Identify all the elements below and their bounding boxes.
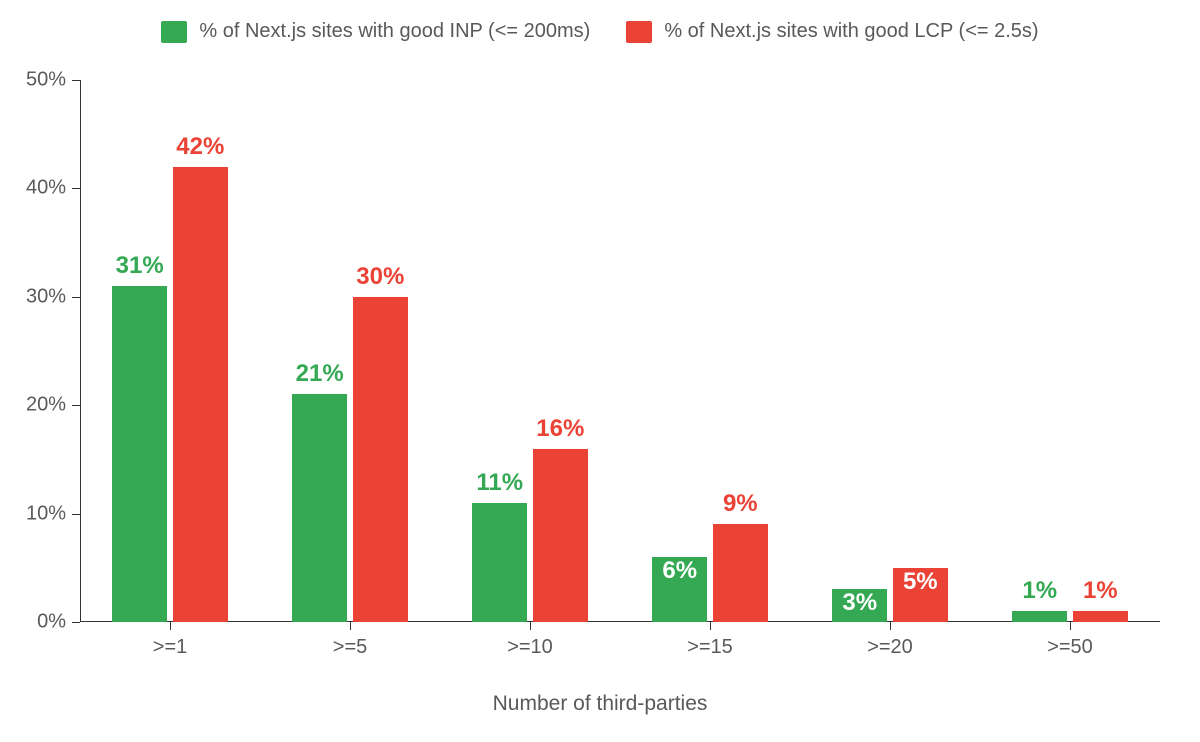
bar-inp [292,394,347,622]
y-axis-label: 50% [26,69,80,92]
bar-lcp [1073,611,1128,622]
y-axis-label: 0% [37,611,80,634]
x-axis-label: >=10 [507,622,553,659]
bar-value-label-lcp: 1% [1083,577,1118,605]
bar-value-label-inp: 3% [832,589,887,617]
y-axis-label: 20% [26,394,80,417]
bar-value-label-inp: 6% [652,557,707,585]
category-group: >=131%42% [80,80,260,622]
category-group: >=1011%16% [440,80,620,622]
y-axis-label: 30% [26,285,80,308]
legend-swatch-inp [161,21,187,43]
bar-value-label-lcp: 42% [176,133,224,161]
legend-swatch-lcp [626,21,652,43]
bar-inp [112,286,167,622]
x-axis-title: Number of third-parties [493,692,708,716]
bar-value-label-lcp: 5% [893,568,948,596]
bar-value-label-lcp: 16% [536,415,584,443]
bar-inp [472,503,527,622]
x-axis-label: >=15 [687,622,733,659]
bar-value-label-lcp: 9% [723,490,758,518]
y-axis-label: 10% [26,502,80,525]
category-group: >=156%9% [620,80,800,622]
x-axis-label: >=5 [333,622,367,659]
chart-root: % of Next.js sites with good INP (<= 200… [0,0,1200,742]
category-group: >=203%5% [800,80,980,622]
bar-value-label-lcp: 30% [356,263,404,291]
legend: % of Next.js sites with good INP (<= 200… [0,20,1200,48]
y-axis-label: 40% [26,177,80,200]
plot-inner: 0%10%20%30%40%50%>=131%42%>=521%30%>=101… [80,80,1160,622]
legend-item-lcp: % of Next.js sites with good LCP (<= 2.5… [626,20,1038,43]
legend-item-inp: % of Next.js sites with good INP (<= 200… [161,20,590,43]
x-axis-label: >=20 [867,622,913,659]
bar-lcp [533,449,588,622]
x-axis-label: >=50 [1047,622,1093,659]
bar-value-label-inp: 21% [296,360,344,388]
bar-value-label-inp: 31% [116,252,164,280]
bar-lcp [353,297,408,622]
bar-value-label-inp: 1% [1022,577,1057,605]
bar-inp [1012,611,1067,622]
legend-label-lcp: % of Next.js sites with good LCP (<= 2.5… [664,20,1038,43]
bar-lcp [713,524,768,622]
category-group: >=521%30% [260,80,440,622]
bar-value-label-inp: 11% [476,469,523,497]
legend-label-inp: % of Next.js sites with good INP (<= 200… [199,20,590,43]
category-group: >=501%1% [980,80,1160,622]
plot-area: 0%10%20%30%40%50%>=131%42%>=521%30%>=101… [80,80,1160,622]
bar-lcp [173,167,228,622]
x-axis-label: >=1 [153,622,187,659]
